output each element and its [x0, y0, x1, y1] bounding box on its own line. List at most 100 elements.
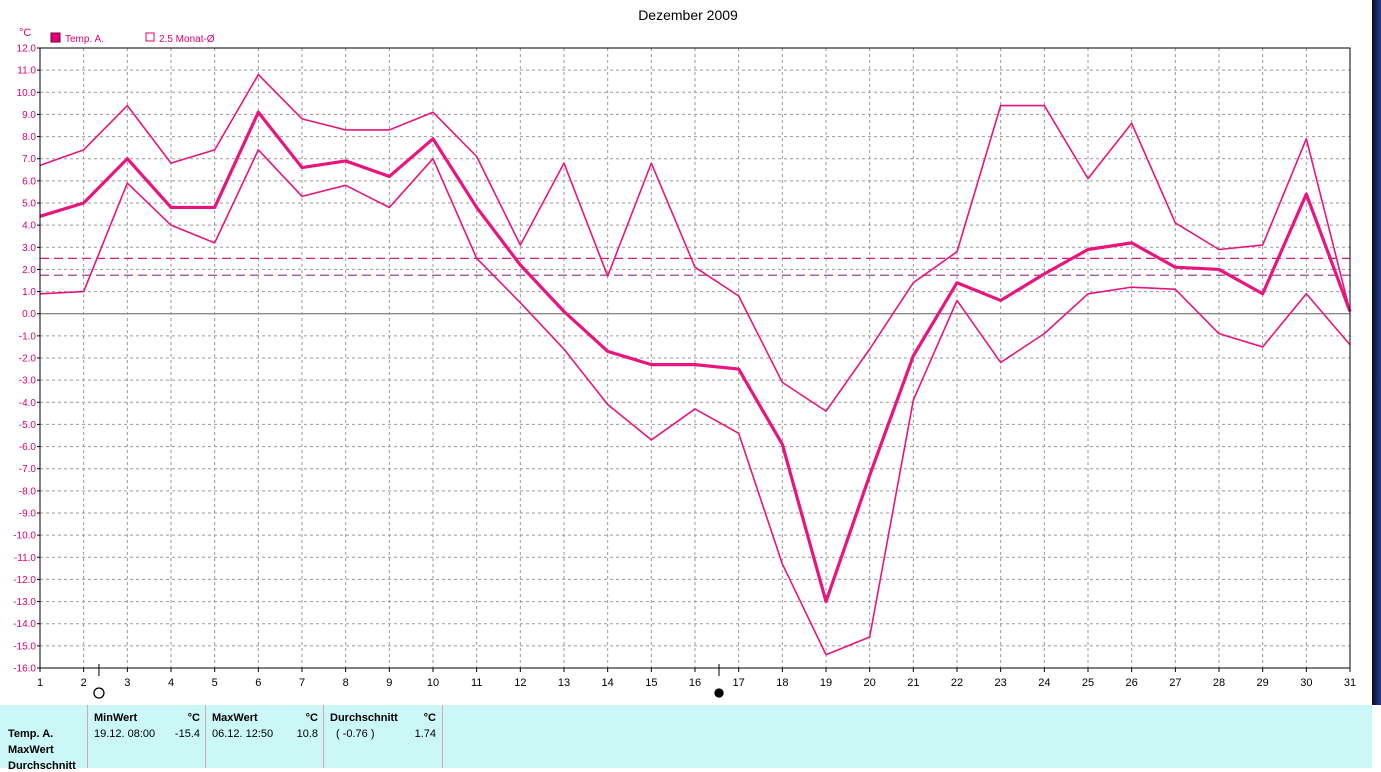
- y-tick-label: -13.0: [13, 597, 36, 608]
- stats-min-value: -15.4: [174, 728, 200, 740]
- stats-max-unit: °C: [305, 712, 318, 724]
- x-tick-label: 17: [733, 677, 745, 689]
- y-tick-label: -14.0: [13, 619, 36, 630]
- x-tick-label: 30: [1300, 677, 1312, 689]
- y-tick-label: -1.0: [19, 331, 37, 342]
- x-tick-label: 15: [645, 677, 657, 689]
- x-tick-label: 24: [1038, 677, 1050, 689]
- y-tick-label: 8.0: [22, 132, 36, 143]
- stats-min-column: MinWert °C 19.12. 08:00 -15.4: [87, 705, 206, 768]
- series-line-1: [39, 110, 1352, 604]
- temperature-chart: Dezember 2009 °C Temp. A. 2.5 Monat-Ø -1…: [13, 7, 1356, 699]
- x-tick-label: 29: [1257, 677, 1269, 689]
- stats-min-unit: °C: [187, 712, 200, 724]
- x-tick-label: 27: [1169, 677, 1181, 689]
- stats-min-header: MinWert: [94, 712, 138, 724]
- x-tick-label: 3: [124, 677, 130, 689]
- x-tick-label: 31: [1344, 677, 1356, 689]
- legend-label-temp: Temp. A.: [65, 34, 104, 45]
- stats-row-label-avg: Durchschnitt: [8, 760, 76, 772]
- x-tick-label: 4: [168, 677, 174, 689]
- x-tick-label: 6: [255, 677, 261, 689]
- y-tick-label: -16.0: [13, 664, 36, 675]
- stats-max-datetime: 06.12. 12:50: [212, 728, 274, 740]
- x-tick-label: 16: [689, 677, 701, 689]
- stats-row-label-max: MaxWert: [8, 744, 54, 756]
- y-tick-label: 3.0: [22, 243, 36, 254]
- x-tick-label: 26: [1126, 677, 1138, 689]
- y-tick-label: 5.0: [22, 199, 36, 210]
- legend-label-avg: 2.5 Monat-Ø: [159, 34, 215, 45]
- stats-avg-header: Durchschnitt: [330, 712, 398, 724]
- y-tick-label: -10.0: [13, 531, 36, 542]
- y-tick-label: 10.0: [17, 88, 37, 99]
- x-tick-label: 19: [820, 677, 832, 689]
- y-tick-label: 6.0: [22, 176, 36, 187]
- x-tick-label: 28: [1213, 677, 1225, 689]
- x-tick-label: 25: [1082, 677, 1094, 689]
- series-line-3: [39, 149, 1351, 656]
- stats-avg-value: 1.74: [414, 728, 436, 740]
- series-line-2: [39, 73, 1351, 412]
- y-tick-label: -7.0: [19, 464, 37, 475]
- y-tick-label: -5.0: [19, 420, 37, 431]
- legend-marker-avg: [145, 32, 155, 42]
- y-tick-label: -6.0: [19, 442, 37, 453]
- x-tick-label: 20: [864, 677, 876, 689]
- window-edge: [1372, 0, 1381, 705]
- open-circle-marker: [93, 687, 105, 699]
- x-markers: [93, 664, 724, 699]
- stats-row-label-temp: Temp. A.: [8, 728, 54, 740]
- x-tick-label: 5: [212, 677, 218, 689]
- y-tick-label: 4.0: [22, 221, 36, 232]
- y-tick-label: 12.0: [17, 44, 37, 55]
- y-tick-label: 11.0: [17, 66, 36, 77]
- stats-avg-note: ( -0.76 ): [336, 728, 375, 740]
- x-tick-label: 12: [514, 677, 526, 689]
- y-tick-label: -12.0: [13, 575, 36, 586]
- statistics-panel: Temp. A. MaxWert Durchschnitt MinWert °C…: [0, 705, 1372, 772]
- plot-frame: [39, 47, 1351, 669]
- y-tick-label: 2.0: [22, 265, 36, 276]
- stats-avg-column: Durchschnitt °C ( -0.76 ) 1.74: [323, 705, 443, 768]
- stats-avg-unit: °C: [423, 712, 436, 724]
- x-tick-label: 11: [471, 677, 482, 689]
- stats-min-datetime: 19.12. 08:00: [94, 728, 156, 740]
- y-tick-label: -2.0: [19, 354, 37, 365]
- stats-max-value: 10.8: [296, 728, 318, 740]
- y-axis-unit: °C: [19, 27, 31, 39]
- reference-lines: [40, 257, 1350, 276]
- x-tick-label: 10: [427, 677, 439, 689]
- y-tick-label: -15.0: [13, 641, 36, 652]
- stats-max-header: MaxWert: [212, 712, 258, 724]
- y-tick-label: 1.0: [22, 287, 36, 298]
- stats-max-column: MaxWert °C 06.12. 12:50 10.8: [205, 705, 324, 768]
- y-tick-label: -9.0: [19, 509, 37, 520]
- series-lines: [39, 73, 1352, 656]
- x-tick-label: 8: [343, 677, 349, 689]
- y-tick-label: 9.0: [22, 110, 36, 121]
- x-tick-label: 2: [81, 677, 87, 689]
- y-tick-label: -4.0: [19, 398, 37, 409]
- y-tick-label: 7.0: [22, 154, 36, 165]
- y-tick-label: -11.0: [14, 553, 36, 564]
- x-tick-label: 9: [386, 677, 392, 689]
- x-tick-label: 22: [951, 677, 963, 689]
- y-tick-label: 0.0: [22, 309, 36, 320]
- legend: Temp. A. 2.5 Monat-Ø: [50, 32, 215, 45]
- grid: [40, 48, 1350, 668]
- x-tick-label: 18: [776, 677, 788, 689]
- x-tick-label: 13: [558, 677, 570, 689]
- x-tick-label: 14: [602, 677, 614, 689]
- x-tick-label: 23: [995, 677, 1007, 689]
- x-tick-label: 21: [907, 677, 919, 689]
- y-tick-labels: -16.0 -15.0 -14.0 -13.0 -12.0 -11.0 -10.0 -9.0 -…: [13, 44, 40, 675]
- x-tick-labels: 1 2 3 4 5 6 7 8 9 10 11 12 13 14 15 16 17 18 19 20 21 22 23 24 2…: [37, 668, 1356, 689]
- filled-circle-marker: [714, 688, 724, 698]
- x-tick-label: 7: [299, 677, 305, 689]
- y-tick-label: -3.0: [19, 376, 37, 387]
- y-tick-label: -8.0: [19, 486, 37, 497]
- chart-title: Dezember 2009: [638, 7, 738, 23]
- legend-marker-temp: [50, 32, 61, 43]
- x-tick-label: 1: [37, 677, 43, 689]
